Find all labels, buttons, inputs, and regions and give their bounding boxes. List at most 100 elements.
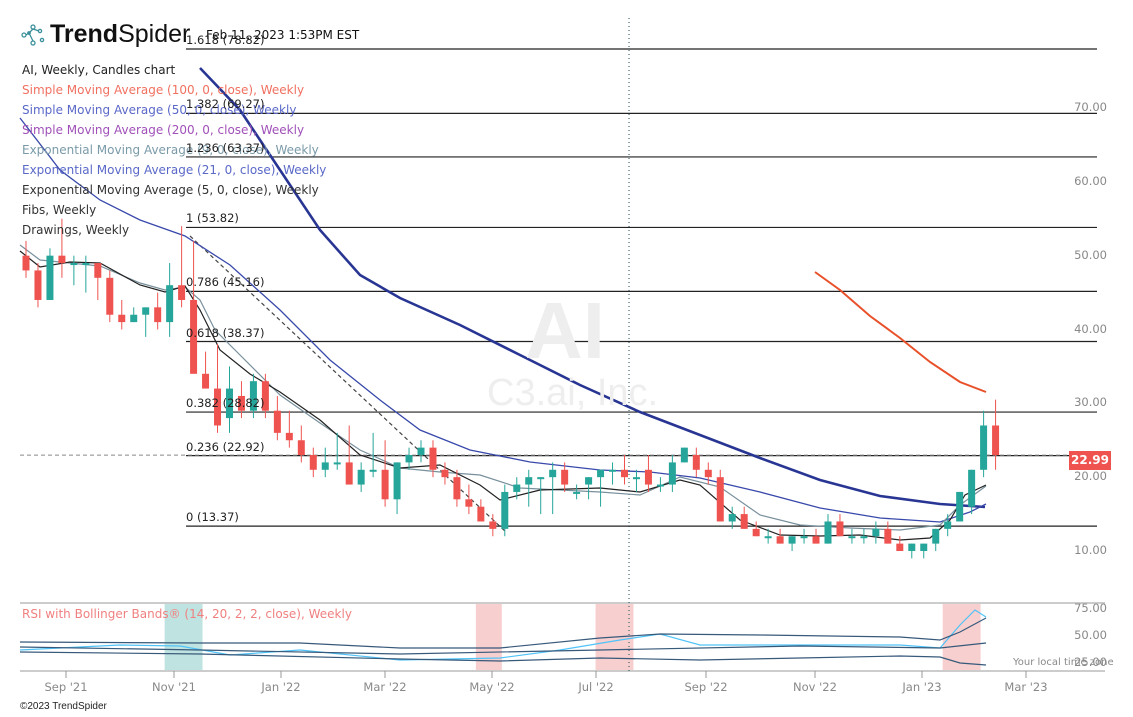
candle-down[interactable] [58, 255, 66, 264]
candle-up[interactable] [872, 528, 880, 537]
legend-sma-100[interactable]: Simple Moving Average (100, 0, close), W… [22, 83, 305, 97]
candle-down[interactable] [94, 263, 102, 278]
candle-up[interactable] [920, 543, 928, 551]
candle-up[interactable] [788, 536, 796, 544]
candle-down[interactable] [190, 299, 198, 374]
candle-down[interactable] [716, 477, 724, 522]
candle-up[interactable] [549, 469, 557, 478]
candle-up[interactable] [573, 491, 581, 494]
candle-up[interactable] [70, 263, 78, 266]
legend-ema-5[interactable]: Exponential Moving Average (5, 0, close)… [22, 183, 319, 197]
candle-up[interactable] [225, 388, 233, 419]
candle-up[interactable] [668, 462, 676, 485]
bb-middle-line [19, 642, 987, 655]
candle-up[interactable] [908, 543, 916, 551]
candle-up[interactable] [369, 469, 377, 472]
candle-down[interactable] [261, 381, 269, 411]
legend-sma-50[interactable]: Simple Moving Average (50, 0, close), We… [22, 103, 297, 117]
candle-down[interactable] [453, 477, 461, 500]
candle-up[interactable] [249, 381, 257, 411]
candle-down[interactable] [884, 528, 892, 544]
candle-down[interactable] [992, 425, 1000, 456]
candle-down[interactable] [297, 440, 305, 456]
candle-up[interactable] [166, 285, 174, 323]
candle-down[interactable] [561, 469, 569, 485]
candle-up[interactable] [944, 521, 952, 529]
candle-up[interactable] [980, 425, 988, 470]
legend-drawings[interactable]: Drawings, Weekly [22, 223, 130, 237]
candle-up[interactable] [142, 307, 150, 315]
candle-up[interactable] [357, 469, 365, 485]
rsi-title[interactable]: RSI with Bollinger Bands® (14, 20, 2, 2,… [22, 607, 352, 621]
candle-down[interactable] [429, 447, 437, 470]
bb-upper-line [19, 617, 987, 649]
candle-down[interactable] [309, 455, 317, 470]
candle-up[interactable] [609, 469, 617, 472]
candle-down[interactable] [489, 521, 497, 529]
candle-up[interactable] [130, 314, 138, 323]
candle-up[interactable] [597, 469, 605, 478]
candle-up[interactable] [405, 455, 413, 463]
candle-up[interactable] [848, 536, 856, 539]
candle-up[interactable] [764, 536, 772, 539]
candle-down[interactable] [214, 388, 222, 426]
candle-down[interactable] [34, 270, 42, 300]
candle-down[interactable] [621, 469, 628, 478]
candle-up[interactable] [800, 536, 808, 539]
candle-down[interactable] [441, 469, 449, 478]
legend-fibs[interactable]: Fibs, Weekly [22, 203, 97, 217]
candle-down[interactable] [381, 469, 389, 500]
candle-up[interactable] [82, 263, 90, 266]
candle-down[interactable] [118, 314, 126, 323]
candle-up[interactable] [537, 477, 545, 480]
candle-down[interactable] [202, 373, 210, 389]
candle-down[interactable] [106, 277, 114, 315]
trendline-drawing[interactable] [189, 235, 507, 533]
candle-up[interactable] [656, 484, 664, 487]
candle-down[interactable] [22, 255, 30, 271]
legend-ema-9[interactable]: Exponential Moving Average (9, 0, close)… [22, 143, 319, 157]
candle-up[interactable] [417, 447, 425, 456]
candle-down[interactable] [285, 432, 293, 441]
legend-ema-21[interactable]: Exponential Moving Average (21, 0, close… [22, 163, 327, 177]
candle-up[interactable] [680, 447, 688, 463]
candle-down[interactable] [237, 395, 245, 411]
candle-up[interactable] [46, 255, 54, 300]
candle-up[interactable] [321, 462, 329, 470]
candle-up[interactable] [501, 491, 509, 529]
legend-chart-type[interactable]: AI, Weekly, Candles chart [22, 63, 176, 77]
candle-down[interactable] [776, 536, 784, 544]
candle-up[interactable] [585, 477, 593, 485]
candle-up[interactable] [956, 491, 964, 522]
candle-down[interactable] [740, 514, 748, 529]
candle-down[interactable] [812, 536, 820, 544]
candle-down[interactable] [644, 469, 652, 485]
indicator-legend: AI, Weekly, Candles chart Simple Moving … [22, 60, 326, 240]
candle-up[interactable] [932, 528, 940, 544]
candle-down[interactable] [154, 307, 162, 323]
price-axis-label: 60.00 [1074, 173, 1107, 188]
candle-down[interactable] [178, 285, 186, 300]
candle-down[interactable] [273, 410, 281, 433]
candle-up[interactable] [513, 484, 521, 492]
candle-up[interactable] [824, 521, 832, 544]
candle-down[interactable] [692, 455, 700, 470]
candle-down[interactable] [836, 521, 844, 537]
candle-up[interactable] [333, 462, 341, 465]
candle-up[interactable] [860, 536, 868, 539]
candle-up[interactable] [968, 469, 976, 507]
timestamp: Feb 11, 2023 1:53PM EST [206, 28, 360, 42]
candle-down[interactable] [896, 543, 904, 551]
candle-down[interactable] [477, 506, 485, 522]
fib-label-1236: 1.236 (63.37) [186, 140, 265, 155]
candle-down[interactable] [704, 469, 712, 478]
candle-down[interactable] [465, 499, 473, 507]
candle-down[interactable] [752, 528, 760, 537]
candle-up[interactable] [632, 477, 640, 480]
candle-up[interactable] [525, 477, 533, 485]
candle-down[interactable] [345, 462, 353, 485]
legend-sma-200[interactable]: Simple Moving Average (200, 0, close), W… [22, 123, 305, 137]
candle-up[interactable] [728, 514, 736, 522]
candle-up[interactable] [393, 462, 401, 500]
